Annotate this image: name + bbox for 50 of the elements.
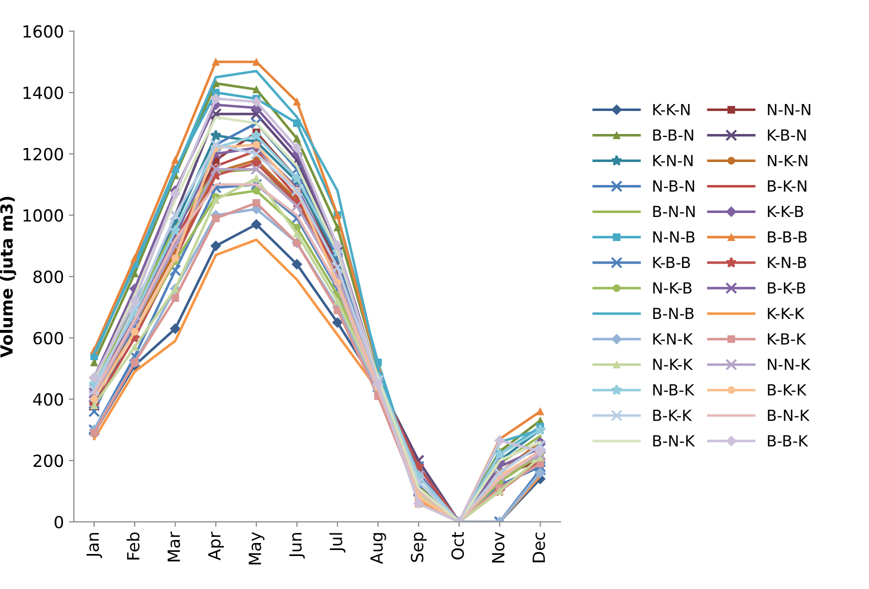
x-tick-label: Jul — [329, 533, 346, 553]
y-tick-label: 1400 — [24, 86, 64, 100]
x-tick-label: Nov — [492, 532, 505, 562]
y-tick-label: 1200 — [24, 148, 64, 160]
x-tick-label: Jun — [289, 532, 305, 558]
y-axis-title: Volume (juta m3) — [0, 196, 16, 358]
legend-label: N-K-N — [768, 154, 808, 166]
legend-label: K-B-N — [768, 129, 806, 141]
y-tick-label: 0 — [54, 516, 64, 528]
legend-label: K-N-B — [768, 256, 806, 268]
legend-label: N-N-B — [653, 231, 695, 243]
legend-label: B-B-B — [768, 231, 807, 243]
legend-label: B-K-K — [653, 410, 692, 421]
x-tick-label: May — [248, 532, 264, 564]
y-tick-label: 400 — [33, 393, 64, 406]
x-tick-label: Feb — [126, 532, 140, 560]
y-tick-label: 1000 — [24, 209, 64, 222]
x-tick-label: Mar — [168, 532, 180, 562]
legend-label: N-N-K — [768, 358, 811, 370]
x-tick-label: Oct — [451, 532, 464, 560]
legend-label: N-K-K — [653, 358, 693, 370]
x-tick-label: Apr — [208, 532, 224, 560]
legend-label: K-N-K — [653, 333, 693, 344]
legend-label: K-K-B — [768, 206, 804, 218]
legend-label: B-B-K — [768, 435, 808, 446]
x-tick-label: Dec — [532, 532, 546, 562]
legend-label: B-B-N — [653, 129, 694, 141]
legend-label: K-B-B — [653, 256, 690, 268]
x-tick-label: Jan — [86, 532, 102, 558]
y-tick-label: 1600 — [24, 25, 64, 38]
x-tick-label: Aug — [370, 533, 386, 564]
legend-label: N-K-B — [653, 282, 692, 294]
y-tick-label: 600 — [33, 332, 64, 344]
legend-label: K-N-N — [653, 154, 693, 166]
y-tick-label: 800 — [33, 270, 64, 284]
legend-label: B-K-B — [768, 282, 806, 294]
legend-label: K-B-K — [768, 333, 806, 344]
legend-label: B-K-K — [768, 384, 807, 396]
legend-label: N-B-N — [653, 180, 694, 192]
legend-label: N-B-K — [653, 384, 694, 396]
legend-label: B-N-K — [653, 435, 696, 446]
legend-label: B-K-N — [768, 180, 806, 192]
x-tick-label: Sep — [410, 532, 427, 562]
legend-label: B-N-K — [768, 410, 810, 421]
y-tick-label: 200 — [34, 454, 64, 468]
legend-label: B-N-B — [653, 308, 694, 319]
legend-label: N-N-N — [768, 104, 810, 116]
legend-label: K-K-N — [653, 104, 690, 116]
legend-label: B-N-N — [653, 206, 695, 218]
legend-label: K-K-K — [768, 308, 805, 319]
